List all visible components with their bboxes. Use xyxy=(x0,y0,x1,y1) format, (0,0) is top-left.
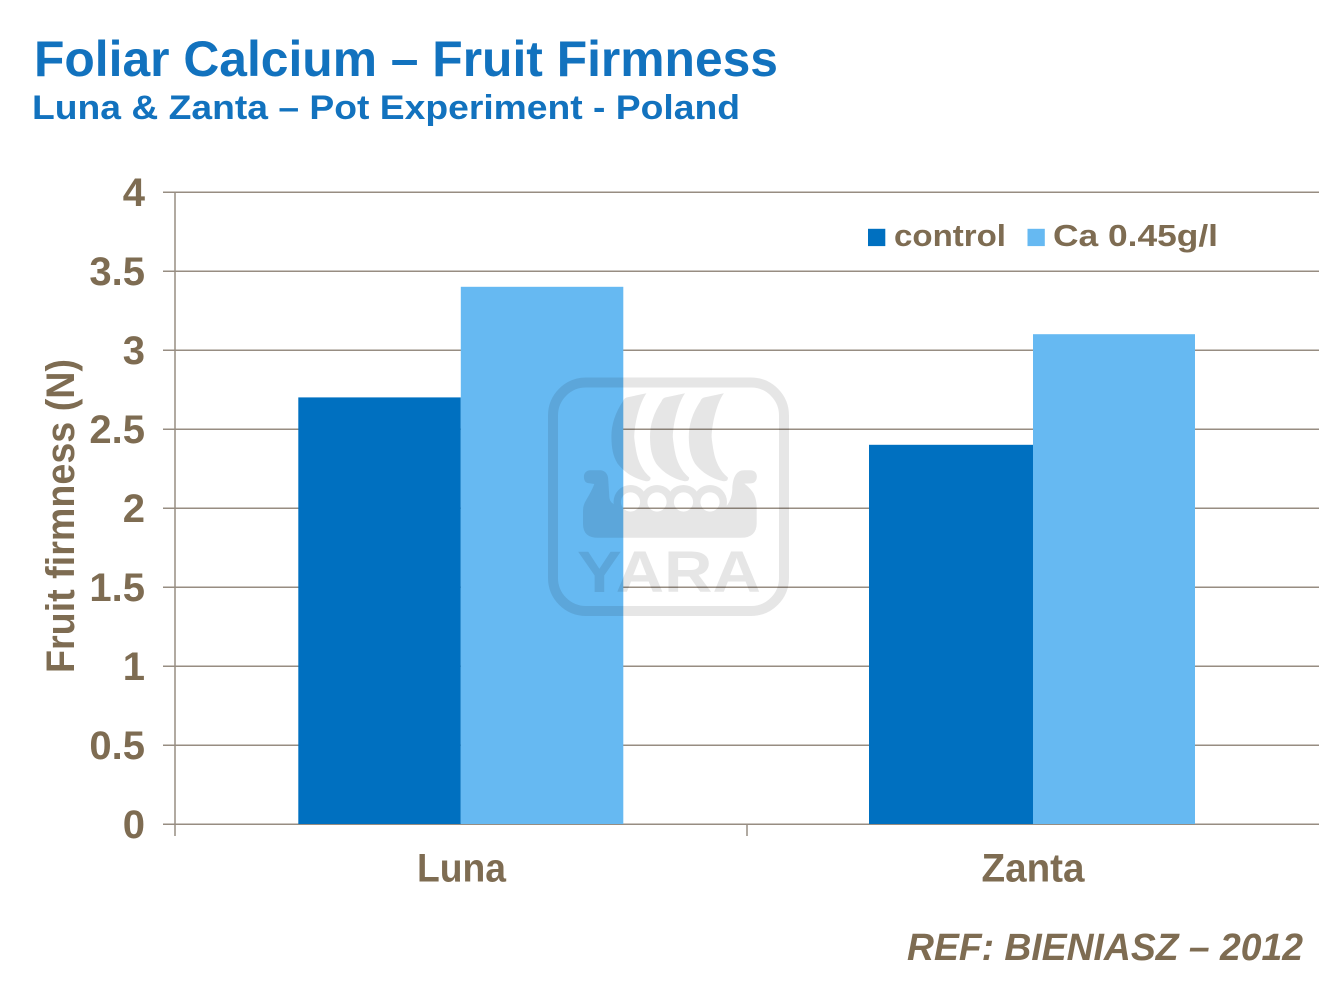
svg-text:Foliar Calcium – Fruit Firmnes: Foliar Calcium – Fruit Firmness xyxy=(34,31,778,87)
svg-text:3.5: 3.5 xyxy=(89,250,145,294)
svg-text:1: 1 xyxy=(123,645,145,689)
svg-text:1.5: 1.5 xyxy=(89,566,145,610)
svg-text:REF: BIENIASZ – 2012: REF: BIENIASZ – 2012 xyxy=(907,927,1303,969)
svg-text:YARA: YARA xyxy=(577,540,761,605)
svg-text:Luna & Zanta – Pot Experiment: Luna & Zanta – Pot Experiment - Poland xyxy=(32,89,740,127)
svg-text:3: 3 xyxy=(123,329,145,373)
svg-text:2: 2 xyxy=(123,487,145,531)
svg-text:0.5: 0.5 xyxy=(89,724,145,768)
svg-text:2.5: 2.5 xyxy=(89,408,145,452)
svg-text:control: control xyxy=(894,218,1006,253)
svg-text:4: 4 xyxy=(123,171,146,215)
svg-text:Luna: Luna xyxy=(417,847,507,891)
svg-text:Fruit firmness (N): Fruit firmness (N) xyxy=(39,359,83,673)
svg-text:0: 0 xyxy=(123,803,145,847)
svg-text:Zanta: Zanta xyxy=(982,847,1086,891)
svg-text:Ca 0.45g/l: Ca 0.45g/l xyxy=(1053,218,1218,253)
